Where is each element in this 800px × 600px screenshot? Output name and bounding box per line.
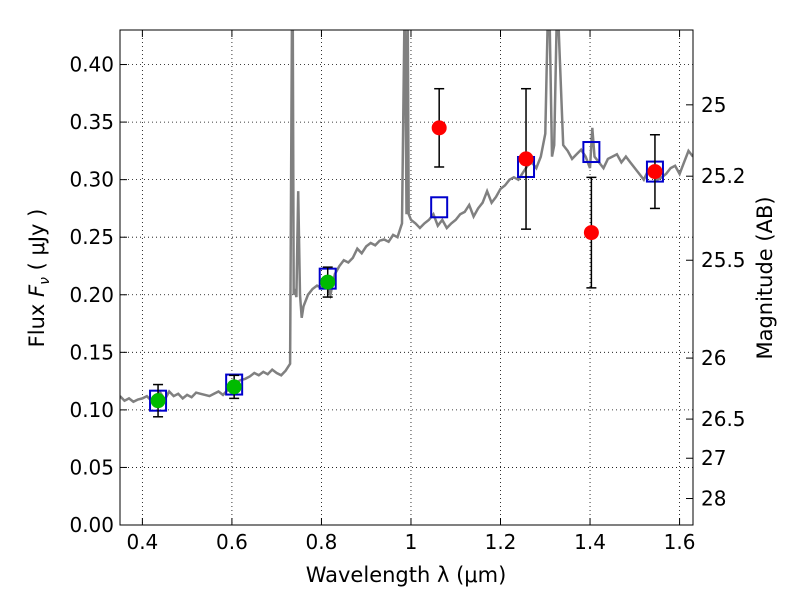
y2-tick-label: 25.5 [701, 248, 746, 272]
x-axis-label: Wavelength λ (μm) [306, 563, 507, 587]
y-tick-label: 0.35 [69, 110, 114, 134]
x-tick-label: 1.4 [574, 530, 606, 554]
observed-flux-point [583, 225, 599, 241]
y2-axis: 25 25.2 25.5 26 26.5 27 28 [686, 93, 746, 511]
x-tick-label: 0.8 [306, 530, 338, 554]
grid-lines [120, 30, 693, 526]
y-axis-label: Flux Fν ( μJy ) [25, 209, 53, 348]
y-tick-label: 0.00 [69, 513, 114, 537]
y-tick-label: 0.25 [69, 225, 114, 249]
model-flux-marker [582, 141, 601, 164]
observed-flux-point [431, 120, 447, 136]
x-tick-label: 0.6 [216, 530, 248, 554]
y2-tick-label: 26 [701, 346, 726, 370]
observed-flux-point [518, 151, 534, 167]
x-tick-label: 1.2 [485, 530, 517, 554]
y2-tick-label: 25.2 [701, 164, 746, 188]
y-axis-label-subscript: ν [37, 277, 53, 285]
y-tick-label: 0.20 [69, 283, 114, 307]
observed-flux-point [647, 164, 663, 180]
y-tick-label: 0.40 [69, 53, 114, 77]
y2-axis-label: Magnitude (AB) [753, 196, 777, 359]
y2-tick-label: 26.5 [701, 407, 746, 431]
model-flux-marker [430, 196, 449, 219]
y-axis: 0.00 0.05 0.10 0.15 0.20 0.25 0.30 0.35 0.40 [69, 53, 127, 537]
y-axis-label-prefix: Flux [25, 297, 49, 347]
y-axis-label-suffix: ( μJy ) [25, 209, 49, 277]
observed-flux-point [150, 393, 166, 409]
y2-tick-label: 28 [701, 487, 726, 511]
x-axis: 0.4 0.6 0.8 1 1.2 1.4 1.6 [126, 30, 695, 554]
y-tick-label: 0.10 [69, 398, 114, 422]
y2-tick-label: 25 [701, 93, 726, 117]
y-axis-label-symbol: F [25, 284, 49, 297]
y2-tick-label: 27 [701, 446, 726, 470]
observed-flux-point [320, 274, 336, 290]
observed-flux-point [226, 379, 242, 395]
sed-model-line [120, 30, 693, 404]
plot-area [120, 30, 693, 418]
x-tick-label: 1.6 [664, 530, 696, 554]
plot-frame [119, 29, 694, 526]
y-tick-label: 0.15 [69, 340, 114, 364]
x-tick-label: 0.4 [126, 530, 158, 554]
y-tick-label: 0.05 [69, 455, 114, 479]
x-tick-label: 1 [405, 530, 418, 554]
y-tick-label: 0.30 [69, 168, 114, 192]
